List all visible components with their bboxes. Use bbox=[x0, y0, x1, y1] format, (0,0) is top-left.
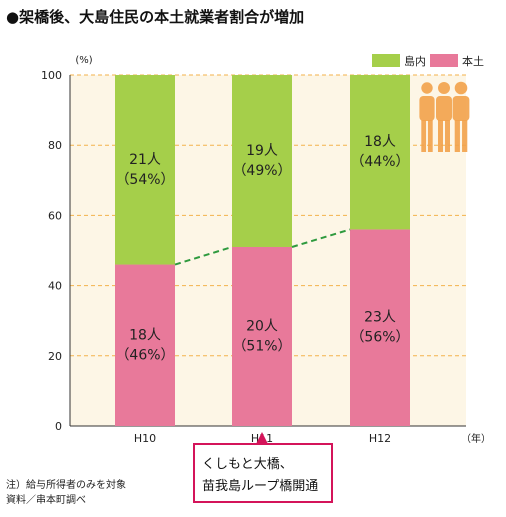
y-axis-unit: (%) bbox=[75, 55, 92, 66]
data-label: 21人 bbox=[129, 152, 161, 168]
legend-swatch-island bbox=[372, 54, 400, 67]
legend-label: 島内 bbox=[404, 54, 426, 68]
annotation-box bbox=[193, 443, 333, 503]
y-tick-label: 60 bbox=[48, 209, 62, 222]
data-label: （49%） bbox=[232, 163, 291, 179]
bar-segment-island bbox=[350, 75, 410, 230]
trend-line bbox=[291, 228, 351, 248]
bar-segment-mainland bbox=[115, 264, 175, 426]
person-icon bbox=[421, 120, 427, 152]
data-label: 18人 bbox=[129, 327, 161, 343]
data-label: 20人 bbox=[246, 318, 278, 334]
person-icon bbox=[436, 96, 452, 121]
footnotes: 注）給与所得者のみを対象 資料／串本町調べ bbox=[6, 478, 126, 508]
y-tick-label: 40 bbox=[48, 280, 62, 293]
y-tick-label: 0 bbox=[55, 420, 62, 433]
person-icon bbox=[419, 96, 435, 121]
y-tick-label: 20 bbox=[48, 350, 62, 363]
person-icon bbox=[452, 96, 470, 121]
person-icon bbox=[438, 120, 443, 152]
data-label: （46%） bbox=[115, 347, 174, 363]
y-tick-label: 80 bbox=[48, 139, 62, 152]
person-icon bbox=[421, 82, 433, 94]
chart-title: ●架橋後、大島住民の本土就業者割合が増加 bbox=[6, 8, 305, 26]
bar-segment-island bbox=[115, 75, 175, 265]
annotation-text: 苗我島ループ橋開通 bbox=[202, 479, 318, 494]
data-label: （44%） bbox=[350, 154, 409, 170]
footnote-line: 注）給与所得者のみを対象 bbox=[6, 480, 126, 491]
y-tick-label: 100 bbox=[41, 69, 62, 82]
bar-segment-island bbox=[232, 75, 292, 247]
x-tick-label: H12 bbox=[369, 432, 391, 445]
data-label: （51%） bbox=[232, 338, 291, 354]
annotation-text: くしもと大橋、 bbox=[202, 457, 293, 472]
person-icon bbox=[427, 120, 433, 152]
legend-label: 本土 bbox=[462, 54, 484, 68]
person-icon bbox=[462, 120, 468, 152]
annotation-pointer bbox=[256, 432, 268, 444]
footnote-line: 資料／串本町調べ bbox=[6, 495, 86, 506]
person-icon bbox=[454, 81, 468, 95]
legend-swatch-mainland bbox=[430, 54, 458, 67]
person-icon bbox=[445, 120, 450, 152]
data-label: 23人 bbox=[364, 310, 396, 326]
data-label: （54%） bbox=[115, 172, 174, 188]
data-label: 19人 bbox=[246, 143, 278, 159]
bar-segment-mainland bbox=[350, 229, 410, 426]
data-label: （56%） bbox=[350, 330, 409, 346]
x-tick-label: H10 bbox=[134, 432, 156, 445]
data-label: 18人 bbox=[364, 134, 396, 150]
person-icon bbox=[438, 82, 450, 94]
person-icon bbox=[454, 120, 460, 152]
bar-segment-mainland bbox=[232, 246, 292, 426]
x-axis-unit: （年） bbox=[461, 432, 491, 445]
